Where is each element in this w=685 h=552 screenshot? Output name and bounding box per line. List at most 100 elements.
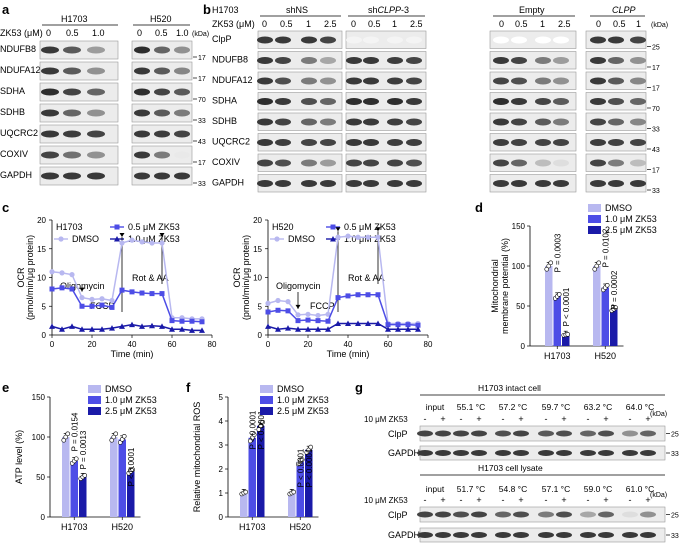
a-protein-label: SDHB bbox=[0, 107, 25, 117]
b-band bbox=[275, 98, 291, 105]
b-band bbox=[608, 77, 624, 85]
e-bar bbox=[62, 437, 70, 517]
e-bar bbox=[118, 439, 126, 517]
b-blot-strip bbox=[345, 71, 427, 90]
d-data-point bbox=[613, 305, 619, 311]
a-kda-label: (kDa) bbox=[192, 31, 209, 38]
g-sign-plus: + bbox=[645, 495, 650, 505]
g-column-label: 64.0 °C bbox=[626, 402, 654, 412]
a-band bbox=[174, 151, 190, 159]
f-bar bbox=[257, 425, 265, 517]
c-x-tick-label: 60 bbox=[168, 340, 177, 349]
f-category-label: H1703 bbox=[239, 522, 266, 532]
f-y-tick-label: 0 bbox=[219, 513, 224, 522]
f-bar bbox=[240, 493, 248, 517]
b-dose: 2.5 bbox=[558, 19, 571, 29]
c-legend-marker bbox=[274, 236, 280, 242]
g-band bbox=[435, 430, 451, 437]
d-legend-label: DMSO bbox=[605, 203, 632, 213]
b-band bbox=[301, 98, 317, 105]
c-point-1 bbox=[365, 292, 371, 298]
e-data-point bbox=[63, 434, 69, 440]
c-point-2 bbox=[415, 326, 421, 332]
b-band bbox=[363, 98, 379, 105]
f-data-point bbox=[256, 427, 262, 432]
a-band bbox=[41, 88, 59, 96]
c-annotation-label: FCCP bbox=[310, 301, 335, 311]
b-dose: 2.5 bbox=[410, 19, 423, 29]
a-band bbox=[63, 46, 81, 54]
b-band bbox=[493, 139, 509, 146]
c-point-0 bbox=[315, 312, 321, 319]
e-y-tick-label: 0 bbox=[41, 513, 46, 522]
e-data-point bbox=[121, 433, 127, 439]
a-band bbox=[174, 46, 190, 54]
g-sign-minus: - bbox=[424, 495, 427, 505]
b-dose: 0 bbox=[596, 19, 601, 29]
b-band bbox=[406, 57, 422, 64]
c-x-axis-label: Time (min) bbox=[327, 349, 370, 359]
g-band bbox=[417, 450, 433, 456]
a-dose-5: 0.5 bbox=[155, 28, 168, 38]
c-point-1 bbox=[129, 289, 135, 295]
c-point-1 bbox=[275, 307, 281, 313]
d-data-point bbox=[556, 292, 562, 297]
c-x-tick-label: 20 bbox=[88, 340, 97, 349]
b-band bbox=[257, 77, 273, 85]
b-band bbox=[630, 98, 646, 105]
c-y-tick-label: 10 bbox=[37, 274, 46, 283]
a-band bbox=[174, 172, 190, 180]
c-point-0 bbox=[295, 312, 301, 318]
g-sign-plus: + bbox=[561, 495, 566, 505]
b-group-clpp: CLPP bbox=[612, 5, 636, 15]
c-y-tick-label: 5 bbox=[258, 302, 263, 311]
b-kda-marker: 43 bbox=[652, 147, 660, 154]
g-band bbox=[580, 430, 596, 437]
g-treatment-label: 10 μM ZK53 bbox=[364, 415, 408, 424]
f-bar bbox=[305, 449, 313, 517]
d-data-point bbox=[546, 263, 552, 269]
f-pvalue: P < 0.0001 bbox=[248, 410, 257, 449]
d-y-tick-label: 150 bbox=[512, 222, 526, 231]
c-point-1 bbox=[99, 302, 105, 308]
d-y-axis-label: membrane potential (%) bbox=[500, 238, 510, 334]
a-band bbox=[154, 130, 170, 138]
d-legend-label: 1.0 μM ZK53 bbox=[605, 214, 657, 224]
b-band bbox=[535, 159, 551, 167]
a-dose-2: 0.5 bbox=[66, 28, 79, 38]
d-data-point bbox=[594, 263, 600, 269]
b-band bbox=[590, 57, 606, 64]
c-point-1 bbox=[415, 322, 421, 328]
c-point-2 bbox=[295, 326, 301, 332]
g-band bbox=[556, 532, 572, 538]
c-point-2 bbox=[59, 326, 65, 332]
b-band bbox=[346, 98, 362, 105]
b-band bbox=[493, 180, 509, 187]
b-band bbox=[630, 118, 646, 126]
g-band bbox=[580, 511, 596, 518]
b-dose: 0 bbox=[351, 19, 356, 29]
a-band bbox=[134, 130, 150, 138]
b-kda-marker: 70 bbox=[652, 106, 660, 113]
b-band bbox=[590, 180, 606, 187]
a-band bbox=[87, 109, 105, 117]
c-point-2 bbox=[169, 326, 175, 332]
g-band bbox=[622, 450, 638, 456]
e-data-point bbox=[61, 437, 67, 443]
f-y-tick-label: 1 bbox=[219, 489, 224, 498]
c-y-axis-label: (pmol/min/μg protein) bbox=[25, 235, 35, 320]
g-kda-marker: 33 bbox=[671, 451, 679, 458]
b-kda-marker: 33 bbox=[652, 188, 660, 195]
c-point-2 bbox=[265, 323, 271, 329]
b-band bbox=[608, 98, 624, 105]
c-point-0 bbox=[109, 297, 115, 304]
g-sign-plus: + bbox=[476, 495, 481, 505]
c-point-1 bbox=[159, 291, 165, 297]
b-dose: 0.5 bbox=[280, 19, 293, 29]
a-band bbox=[134, 109, 150, 117]
b-band bbox=[387, 139, 403, 146]
c-point-1 bbox=[139, 290, 145, 296]
d-data-point bbox=[596, 260, 602, 266]
f-legend-swatch bbox=[260, 407, 273, 415]
